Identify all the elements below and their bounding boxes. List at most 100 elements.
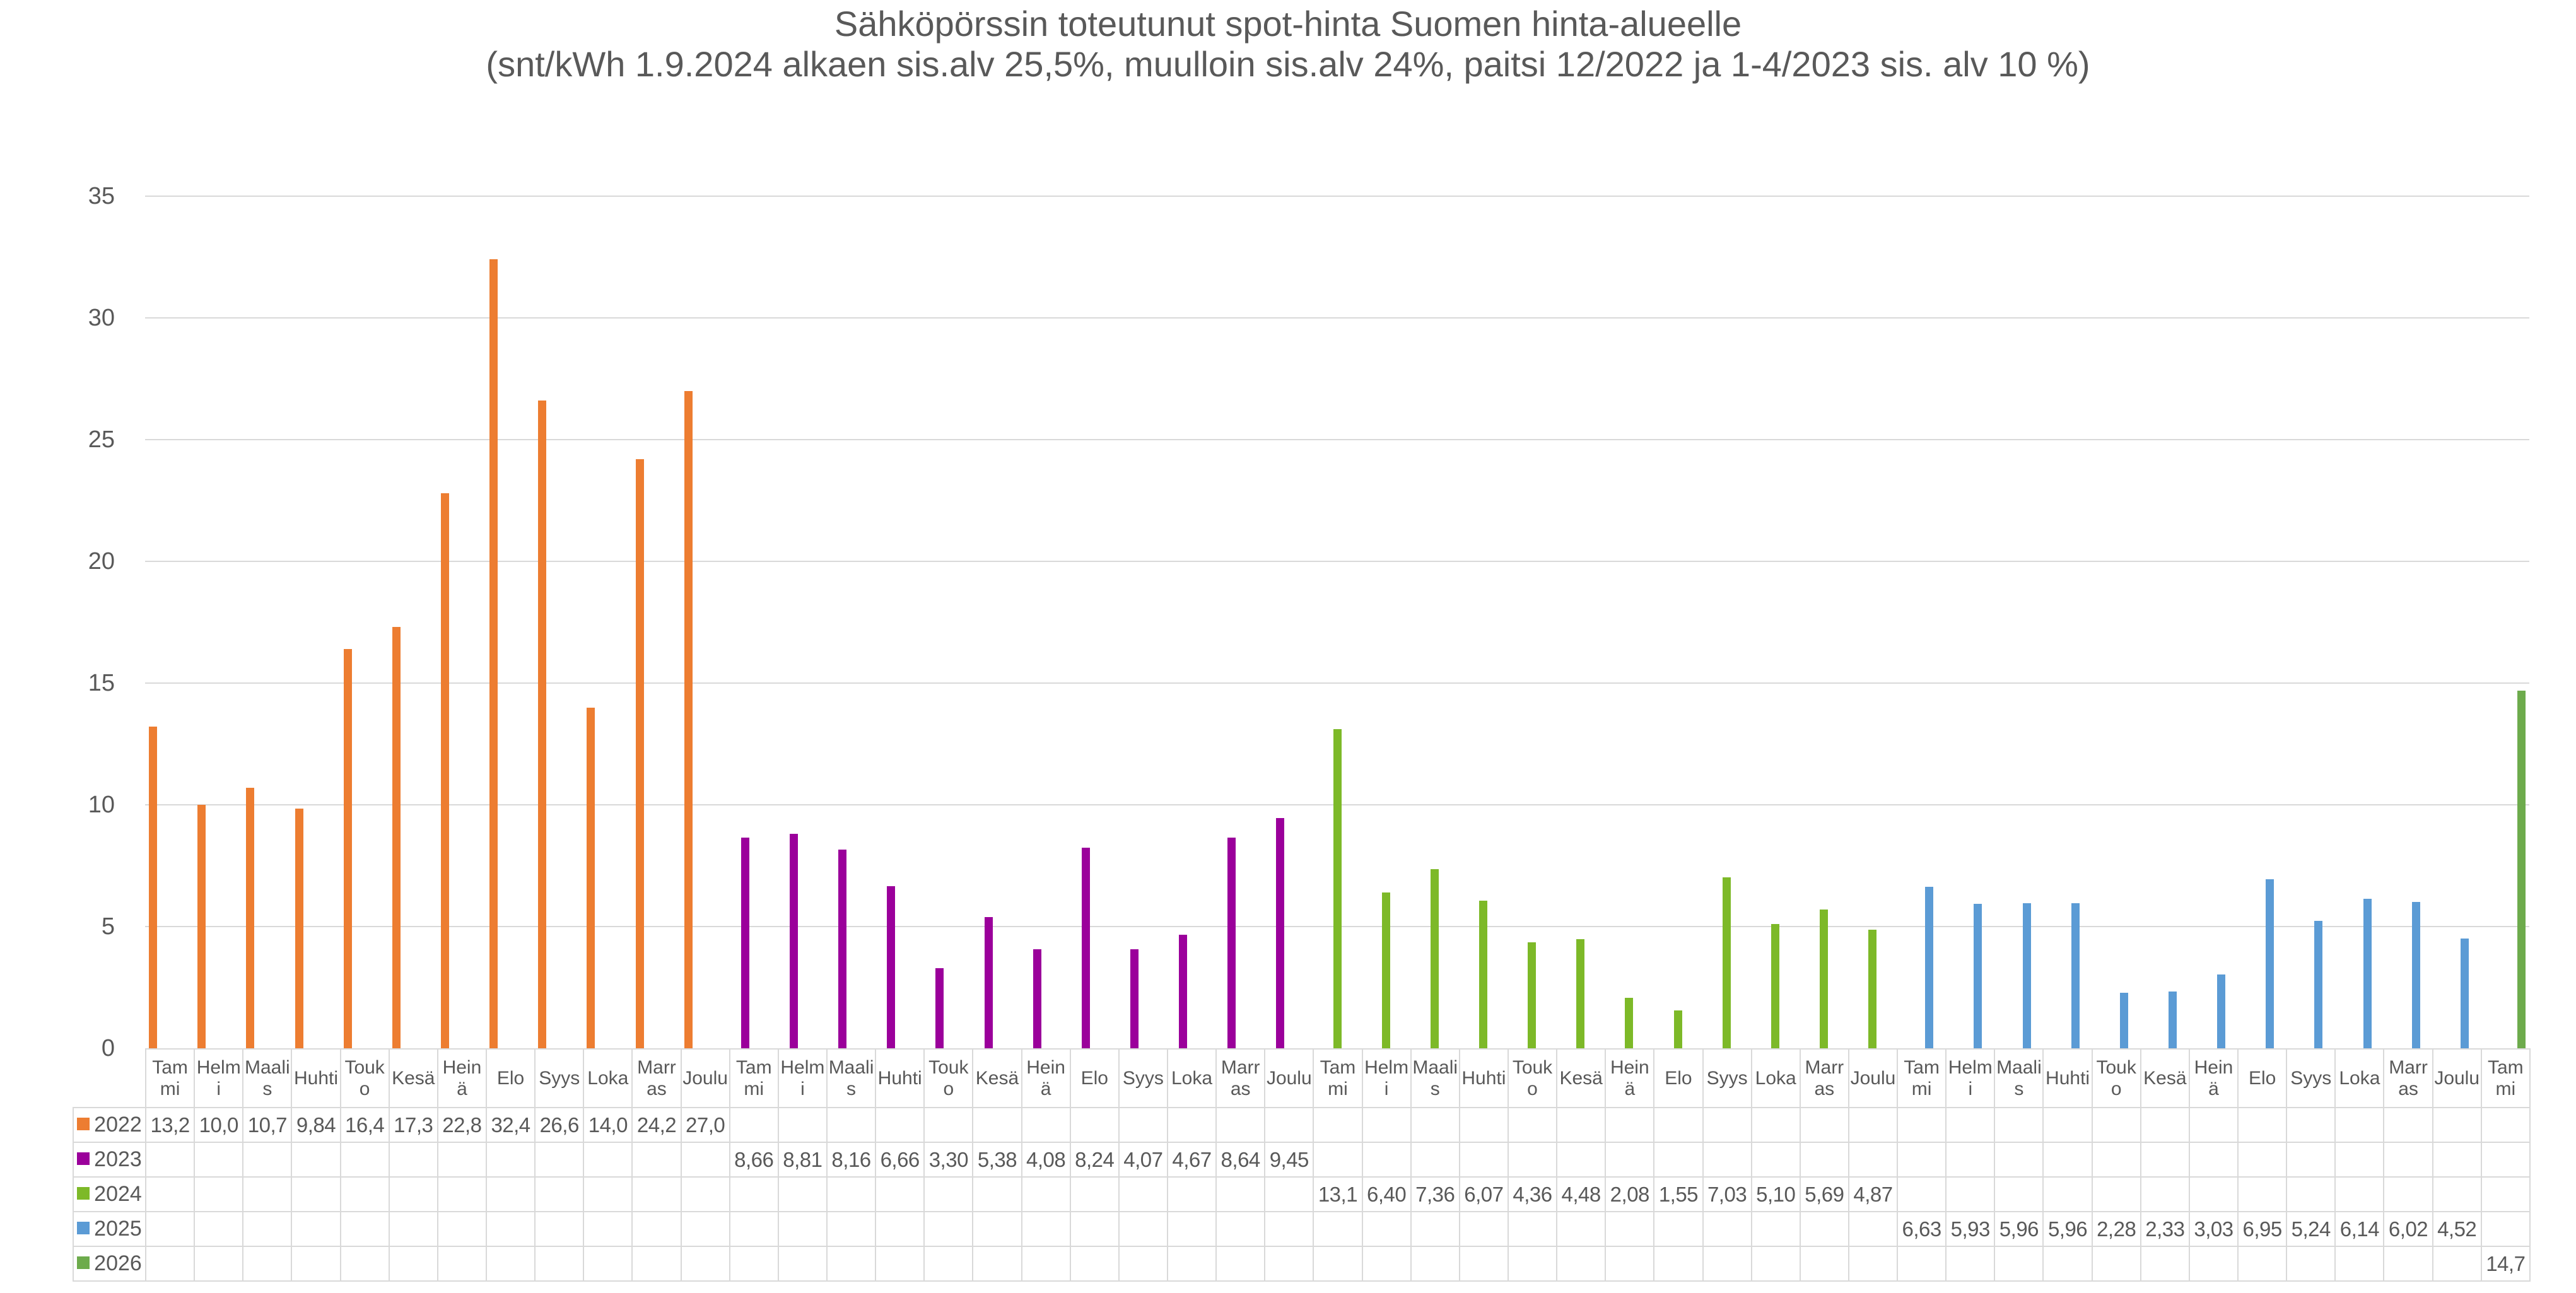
cell-2023-empty-42 [2188,1142,2239,1178]
cell-2024-empty-41 [2140,1176,2190,1212]
bar-2025-Loka [2363,898,2372,1048]
bar-2022-Elo [489,259,498,1048]
cell-2026-empty-15 [875,1246,925,1282]
cell-2022-empty-31 [1653,1107,1704,1143]
bar-2022-Heinä [440,493,449,1048]
cell-2024-empty-5 [388,1176,438,1212]
cell-2025-empty-21 [1166,1211,1217,1247]
bar-2024-Maalis [1430,869,1439,1048]
cell-2026-empty-6 [436,1246,487,1282]
bar-2022-Loka [587,707,595,1048]
month-header-2025-Loka: Loka [2334,1048,2385,1108]
cell-2022-empty-16 [923,1107,974,1143]
bar-2023-Joulu [1276,818,1285,1048]
month-header-2024-Joulu: Joulu [1847,1048,1899,1108]
bar-2023-Huhti [887,886,896,1048]
cell-2024-Marras: 5,69 [1799,1176,1849,1212]
cell-2022-Kesä: 17,3 [388,1107,438,1143]
cell-2023-empty-37 [1945,1142,1996,1178]
bar-2024-Kesä [1576,939,1585,1048]
bar-2025-Kesä [2168,992,2177,1048]
bar-2023-Maalis [838,850,847,1048]
cell-2023-empty-31 [1653,1142,1704,1178]
y-tick-label-20: 20 [88,548,115,575]
bar-2022-Maalis [246,787,255,1048]
month-header-2023-Kesä: Kesä [972,1048,1022,1108]
cell-2022-Syys: 26,6 [534,1107,585,1143]
month-header-2023-Marras: Marr as [1215,1048,1266,1108]
chart-subtitle: (snt/kWh 1.9.2024 alkaen sis.alv 25,5%, … [486,44,2090,84]
cell-2024-empty-19 [1069,1176,1120,1212]
cell-2024-empty-39 [2042,1176,2093,1212]
cell-2023-empty-11 [680,1142,730,1178]
legend-2022: 2022 [73,1107,146,1143]
cell-2026-empty-9 [583,1246,633,1282]
cell-2023-Loka: 4,67 [1166,1142,1217,1178]
cell-2026-empty-36 [1897,1246,1947,1282]
cell-2023-Kesä: 5,38 [972,1142,1022,1178]
cell-2023-empty-4 [339,1142,390,1178]
cell-2024-empty-48 [2480,1176,2531,1212]
cell-2024-empty-12 [729,1176,779,1212]
cell-2026-empty-23 [1264,1246,1314,1282]
cell-2023-empty-38 [1994,1142,2044,1178]
cell-2024-empty-38 [1994,1176,2044,1212]
cell-2024-empty-7 [485,1176,536,1212]
cell-2022-empty-29 [1556,1107,1607,1143]
cell-2022-empty-47 [2432,1107,2482,1143]
cell-2025-Kesä: 2,33 [2140,1211,2190,1247]
bar-2022-Kesä [392,627,401,1048]
cell-2024-empty-4 [339,1176,390,1212]
cell-2022-empty-46 [2383,1107,2433,1143]
cell-2022-empty-44 [2286,1107,2336,1143]
month-header-2025-Heinä: Hein ä [2188,1048,2239,1108]
cell-2023-Elo: 8,24 [1069,1142,1120,1178]
y-tick-label-5: 5 [101,913,115,940]
cell-2026-empty-12 [729,1246,779,1282]
bar-2026-Tammi [2517,690,2526,1048]
cell-2022-empty-45 [2334,1107,2385,1143]
month-header-2025-Tammi: Tam mi [1897,1048,1947,1108]
bar-2023-Kesä [984,917,993,1048]
bar-2023-Elo [1081,847,1090,1048]
cell-2023-empty-27 [1458,1142,1509,1178]
cell-2022-empty-18 [1021,1107,1071,1143]
cell-2023-empty-9 [583,1142,633,1178]
cell-2023-empty-43 [2237,1142,2288,1178]
cell-2022-empty-25 [1361,1107,1412,1143]
cell-2024-empty-6 [436,1176,487,1212]
month-header-2022-Marras: Marr as [631,1048,682,1108]
cell-2025-empty-5 [388,1211,438,1247]
month-header-2024-Huhti: Huhti [1458,1048,1509,1108]
cell-2023-Touko: 3,30 [923,1142,974,1178]
cell-2023-empty-29 [1556,1142,1607,1178]
cell-2025-Joulu: 4,52 [2432,1211,2482,1247]
cell-2022-empty-28 [1507,1107,1558,1143]
cell-2023-Marras: 8,64 [1215,1142,1266,1178]
legend-swatch-2024 [77,1187,90,1200]
cell-2025-empty-7 [485,1211,536,1247]
legend-2023: 2023 [73,1142,146,1178]
cell-2023-empty-46 [2383,1142,2433,1178]
month-header-2023-Maalis: Maali s [826,1048,877,1108]
chart-title-block: Sähköpörssin toteutunut spot-hinta Suome… [0,4,2576,85]
cell-2022-empty-33 [1750,1107,1801,1143]
month-header-2025-Touko: Touk o [2091,1048,2141,1108]
cell-2026-empty-33 [1750,1246,1801,1282]
bar-2025-Joulu [2460,938,2469,1048]
cell-2025-Elo: 6,95 [2237,1211,2288,1247]
cell-2025-empty-8 [534,1211,585,1247]
y-gridline-20 [145,561,2529,562]
y-tick-label-10: 10 [88,792,115,818]
cell-2024-Joulu: 4,87 [1847,1176,1899,1212]
table-corner [73,1049,146,1108]
cell-2026-empty-20 [1118,1246,1168,1282]
bar-2023-Heinä [1033,949,1041,1048]
cell-2025-empty-34 [1799,1211,1849,1247]
cell-2022-empty-38 [1994,1107,2044,1143]
legend-swatch-2023 [77,1152,90,1166]
cell-2026-empty-0 [144,1246,196,1282]
cell-2024-empty-44 [2286,1176,2336,1212]
cell-2025-empty-2 [242,1211,293,1247]
cell-2024-Tammi: 13,1 [1313,1176,1363,1212]
